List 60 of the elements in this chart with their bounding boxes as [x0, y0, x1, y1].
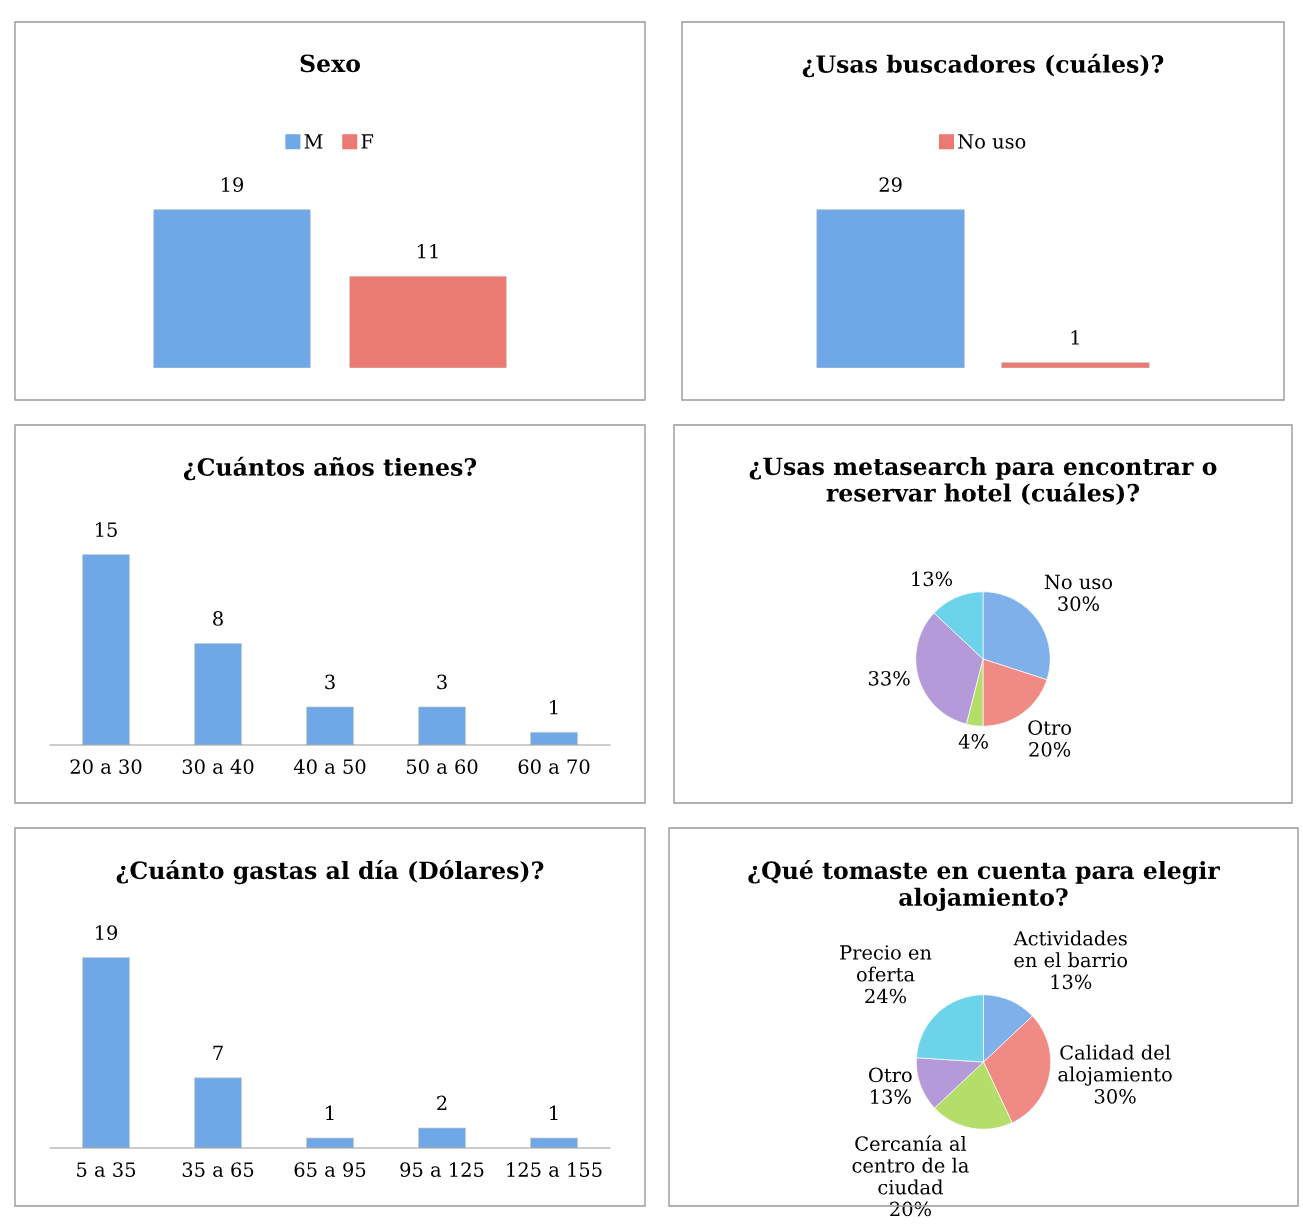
- chart-title: ¿Usas buscadores (cuáles)?: [802, 53, 1164, 78]
- data-label: 3: [325, 674, 335, 690]
- slice-label: Otro: [869, 1067, 912, 1083]
- chart-title: ¿Qué tomaste en cuenta para elegir alojamiento?: [748, 860, 1220, 911]
- data-label: 11: [418, 243, 438, 259]
- data-label: 15: [96, 522, 117, 537]
- data-label: 2: [437, 1095, 447, 1111]
- data-label: 30%: [1094, 1088, 1136, 1104]
- data-label: 19: [96, 925, 118, 940]
- slice-label: Precio en oferta: [840, 945, 932, 982]
- bar: [194, 643, 242, 745]
- x-tick-label: 60 a 70: [518, 759, 590, 774]
- data-label: 1: [550, 699, 558, 715]
- x-tick-label: 20 a 30: [70, 759, 142, 774]
- x-tick-label: 50 a 60: [406, 759, 478, 774]
- data-label: 20%: [890, 1201, 931, 1217]
- legend-label: F: [361, 134, 374, 149]
- data-label: 30%: [1058, 596, 1099, 611]
- slice-label: Otro: [1028, 720, 1072, 735]
- data-label: 20%: [1029, 742, 1071, 757]
- x-tick-label: 65 a 95: [294, 1162, 366, 1177]
- data-label: 24%: [865, 988, 907, 1004]
- bar: [530, 1137, 578, 1148]
- legend-label: No uso: [958, 134, 1026, 149]
- slice-label: Actividades en el barrio: [1013, 930, 1128, 968]
- chart-title: Sexo: [300, 54, 360, 73]
- chart-title: ¿Cuánto gastas al día (Dólares)?: [116, 860, 544, 885]
- data-label: 8: [213, 611, 223, 626]
- x-tick-label: 35 a 65: [182, 1162, 254, 1177]
- data-label: 1: [550, 1105, 558, 1121]
- bar: [418, 1127, 466, 1148]
- bar: [418, 706, 466, 745]
- bar: [306, 706, 354, 745]
- data-label: 13%: [1051, 974, 1092, 990]
- legend-label: M: [304, 134, 323, 149]
- chart-title: ¿Usas metasearch para encontrar o reservar hotel (cuáles)?: [749, 457, 1217, 506]
- bar: [530, 731, 578, 745]
- data-label: 1: [1071, 330, 1079, 345]
- data-label: 13%: [912, 571, 953, 587]
- bar: [82, 554, 130, 745]
- data-label: 33%: [868, 670, 910, 686]
- data-label: 13%: [871, 1089, 911, 1105]
- slice-label: No uso: [1044, 574, 1113, 590]
- data-label: 29: [879, 177, 902, 192]
- bar: [306, 1137, 354, 1148]
- chart-title: ¿Cuántos años tienes?: [183, 456, 477, 481]
- x-tick-label: 40 a 50: [293, 759, 366, 774]
- slice-label: Calidad del alojamiento: [1058, 1044, 1172, 1086]
- bar: [194, 1077, 242, 1148]
- data-label: 19: [222, 177, 244, 192]
- slice-label: Cercanía al centro de la ciudad: [852, 1135, 969, 1195]
- data-label: 7: [213, 1045, 223, 1060]
- x-tick-label: 95 a 125: [400, 1162, 484, 1177]
- x-tick-label: 125 a 155: [507, 1162, 602, 1177]
- data-label: 3: [437, 674, 447, 690]
- x-tick-label: 5 a 35: [77, 1162, 136, 1177]
- data-label: 1: [326, 1105, 334, 1121]
- x-tick-label: 30 a 40: [182, 759, 254, 774]
- bar: [82, 957, 130, 1148]
- data-label: 4%: [958, 734, 988, 749]
